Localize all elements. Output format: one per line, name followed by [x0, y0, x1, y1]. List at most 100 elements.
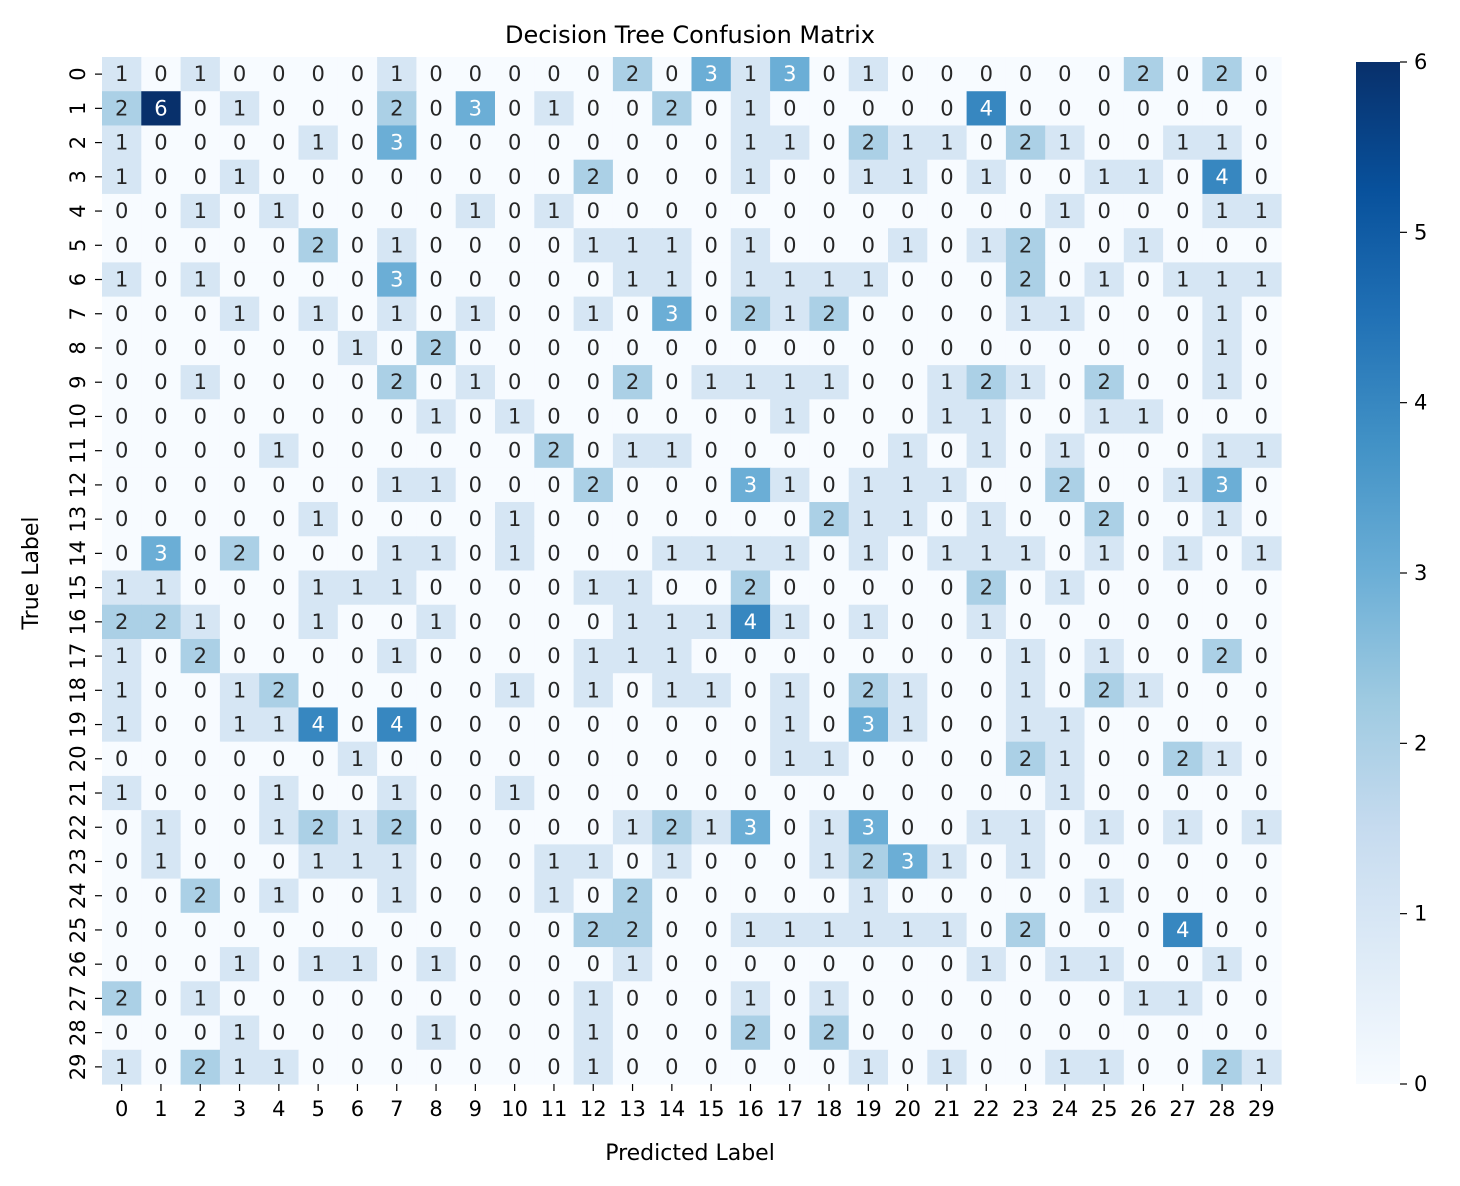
heatmap-cell: [1123, 570, 1164, 606]
cell-value-label: 0: [940, 713, 953, 737]
cell-value-label: 1: [822, 747, 835, 771]
cell-value-label: 0: [587, 610, 600, 634]
cell-value-label: 1: [1215, 507, 1228, 531]
cell-value-label: 0: [311, 986, 324, 1010]
heatmap-cell: [612, 638, 653, 674]
cell-value-label: 0: [1097, 302, 1110, 326]
heatmap-cell: [612, 810, 653, 845]
heatmap-cell: [1123, 844, 1164, 880]
heatmap-cell: [1045, 707, 1086, 743]
cell-value-label: 1: [351, 815, 364, 839]
cell-value-label: 0: [390, 336, 403, 360]
cell-value-label: 1: [390, 884, 403, 908]
cell-value-label: 2: [1215, 62, 1228, 86]
heatmap-cell: [180, 296, 221, 332]
heatmap-cell: [141, 433, 182, 469]
heatmap-cell: [141, 57, 182, 92]
heatmap-cell: [1045, 125, 1086, 161]
cell-value-label: 1: [1215, 302, 1228, 326]
heatmap-cell: [573, 296, 614, 332]
cell-value-label: 0: [1137, 131, 1150, 155]
cell-value-label: 0: [272, 473, 285, 497]
heatmap-cell: [652, 536, 693, 572]
heatmap-cell: [219, 638, 260, 674]
cell-value-label: 3: [1215, 473, 1228, 497]
cell-value-label: 0: [783, 336, 796, 360]
cell-value-label: 0: [1176, 404, 1189, 428]
cell-value-label: 1: [508, 541, 521, 565]
heatmap-cell: [377, 296, 417, 332]
heatmap-cell: [966, 638, 1007, 674]
cell-value-label: 0: [1215, 233, 1228, 257]
heatmap-cell: [691, 159, 732, 195]
chart-title: Decision Tree Confusion Matrix: [505, 21, 875, 49]
heatmap-cell: [652, 1049, 693, 1085]
cell-value-label: 0: [783, 1055, 796, 1079]
heatmap-cell: [573, 536, 614, 572]
heatmap-cell: [102, 228, 142, 263]
colorbar-tick-label: 6: [1414, 50, 1427, 74]
heatmap-cell: [612, 57, 653, 92]
x-tick-label: 29: [1248, 1097, 1275, 1121]
heatmap-cell: [770, 673, 810, 709]
heatmap-cell: [888, 193, 928, 229]
cell-value-label: 0: [1255, 576, 1268, 600]
heatmap-cell: [809, 981, 850, 1017]
cell-value-label: 0: [311, 96, 324, 120]
heatmap-cell: [809, 296, 850, 332]
cell-value-label: 0: [940, 781, 953, 805]
cell-value-label: 0: [469, 1055, 482, 1079]
cell-value-label: 0: [1097, 199, 1110, 223]
cell-value-label: 1: [704, 541, 717, 565]
heatmap-cell: [966, 741, 1007, 777]
heatmap-cell: [730, 433, 771, 469]
cell-value-label: 1: [1097, 884, 1110, 908]
heatmap-cell: [691, 1049, 732, 1085]
cell-value-label: 0: [783, 96, 796, 120]
heatmap-cell: [1163, 467, 1203, 503]
heatmap-cell: [259, 262, 300, 298]
cell-value-label: 1: [1019, 644, 1032, 668]
heatmap-cell: [573, 673, 614, 709]
heatmap-cell: [180, 502, 221, 537]
cell-value-label: 0: [311, 747, 324, 771]
cell-value-label: 0: [822, 644, 835, 668]
heatmap-cell: [416, 365, 457, 400]
heatmap-cell: [1163, 125, 1203, 161]
cell-value-label: 1: [1176, 815, 1189, 839]
cell-value-label: 1: [901, 713, 914, 737]
cell-value-label: 2: [272, 678, 285, 702]
heatmap-cell: [534, 638, 575, 674]
cell-value-label: 0: [508, 62, 521, 86]
cell-value-label: 0: [351, 370, 364, 394]
cell-value-label: 0: [1137, 713, 1150, 737]
heatmap-cell: [180, 741, 221, 777]
cell-value-label: 0: [390, 610, 403, 634]
cell-value-label: 0: [508, 1021, 521, 1045]
heatmap-cell: [416, 947, 457, 982]
heatmap-cell: [1045, 330, 1086, 366]
cell-value-label: 0: [1255, 918, 1268, 942]
heatmap-cell: [1163, 604, 1203, 640]
x-tick-label: 14: [658, 1097, 685, 1121]
cell-value-label: 0: [1097, 781, 1110, 805]
heatmap-cell: [1084, 330, 1125, 366]
heatmap-cell: [848, 125, 889, 161]
cell-value-label: 0: [940, 62, 953, 86]
cell-value-label: 1: [115, 268, 128, 292]
cell-value-label: 2: [115, 986, 128, 1010]
cell-value-label: 0: [1058, 165, 1071, 189]
cell-value-label: 0: [744, 1055, 757, 1079]
heatmap-cell: [612, 912, 653, 948]
heatmap-cell: [455, 330, 496, 366]
cell-value-label: 0: [940, 610, 953, 634]
cell-value-label: 0: [862, 404, 875, 428]
heatmap-cell: [652, 775, 693, 811]
heatmap-cell: [612, 536, 653, 572]
heatmap-cell: [652, 91, 693, 127]
heatmap-cell: [573, 570, 614, 606]
cell-value-label: 0: [744, 747, 757, 771]
cell-value-label: 0: [429, 918, 442, 942]
heatmap-cell: [927, 604, 968, 640]
